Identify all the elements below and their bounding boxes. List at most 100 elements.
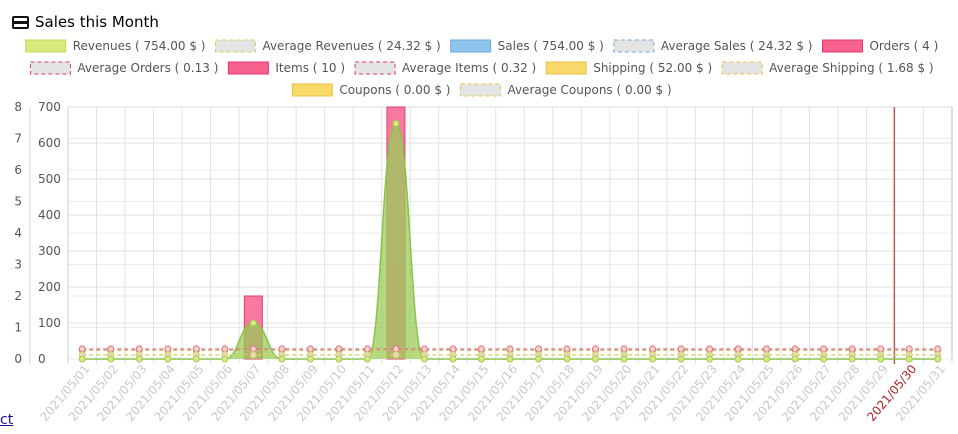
- y-right-tick-label: 200: [38, 280, 61, 294]
- revenue-point: [706, 355, 714, 363]
- y-axis-left: 0 1 2 3 4 5 6 7 8: [14, 100, 22, 366]
- legend-swatch: [29, 61, 71, 75]
- legend-item[interactable]: Average Shipping ( 1.68 $ ): [721, 61, 934, 75]
- footer-link[interactable]: ct: [0, 412, 14, 428]
- average-point: [535, 345, 543, 353]
- average-point: [506, 345, 514, 353]
- revenue-point: [306, 355, 314, 363]
- legend-swatch: [545, 61, 587, 75]
- legend-swatch: [821, 39, 863, 53]
- revenue-point: [78, 355, 86, 363]
- legend-swatch: [214, 39, 256, 53]
- y-left-tick-label: 2: [14, 289, 22, 303]
- revenue-point: [905, 355, 913, 363]
- legend-swatch: [459, 83, 501, 97]
- y-right-tick-label: 400: [38, 208, 61, 222]
- grid: [67, 106, 953, 364]
- average-point: [649, 345, 657, 353]
- revenue-point: [392, 120, 400, 128]
- legend-swatch: [354, 61, 396, 75]
- average-point: [278, 345, 286, 353]
- revenue-point: [135, 355, 143, 363]
- legend-label: Average Revenues ( 24.32 $ ): [262, 39, 440, 53]
- y-left-tick-label: 5: [14, 195, 22, 209]
- legend-swatch: [25, 39, 67, 53]
- legend-label: Coupons ( 0.00 $ ): [339, 83, 450, 97]
- legend-item[interactable]: Average Revenues ( 24.32 $ ): [214, 39, 441, 53]
- average-point: [677, 345, 685, 353]
- revenue-point: [335, 355, 343, 363]
- y-left-tick-label: 3: [14, 258, 22, 272]
- average-point: [78, 345, 86, 353]
- average-point: [763, 345, 771, 353]
- legend-label: Sales ( 754.00 $ ): [498, 39, 604, 53]
- legend-item[interactable]: Orders ( 4 ): [821, 39, 938, 53]
- y-right-tick-label: 300: [38, 244, 61, 258]
- legend-item[interactable]: Average Coupons ( 0.00 $ ): [459, 83, 672, 97]
- average-point: [905, 345, 913, 353]
- average-point: [164, 345, 172, 353]
- revenue-point: [535, 355, 543, 363]
- y-right-tick-label: 100: [38, 316, 61, 330]
- average-point: [306, 345, 314, 353]
- revenue-points: [78, 120, 942, 363]
- revenue-point: [620, 355, 628, 363]
- average-point: [420, 345, 428, 353]
- average-point: [820, 345, 828, 353]
- y-right-tick-label: 500: [38, 172, 61, 186]
- y-left-tick-label: 8: [14, 100, 22, 114]
- y-left-tick-label: 1: [14, 321, 22, 335]
- average-lines: [78, 345, 942, 359]
- legend-item[interactable]: Sales ( 754.00 $ ): [450, 39, 604, 53]
- revenue-point: [734, 355, 742, 363]
- average-point: [392, 351, 400, 359]
- legend-swatch: [291, 83, 333, 97]
- average-point: [449, 345, 457, 353]
- y-left-tick-label: 7: [14, 132, 22, 146]
- average-point: [335, 345, 343, 353]
- legend-item[interactable]: Average Items ( 0.32 ): [354, 61, 536, 75]
- legend-swatch: [721, 61, 763, 75]
- legend-item[interactable]: Shipping ( 52.00 $ ): [545, 61, 712, 75]
- average-point: [734, 345, 742, 353]
- revenue-point: [420, 355, 428, 363]
- revenue-point: [934, 355, 942, 363]
- legend-swatch: [613, 39, 655, 53]
- average-point: [221, 345, 229, 353]
- revenue-point: [449, 355, 457, 363]
- legend-label: Orders ( 4 ): [869, 39, 938, 53]
- legend-item[interactable]: Revenues ( 754.00 $ ): [25, 39, 206, 53]
- average-point: [249, 345, 257, 353]
- legend-swatch: [450, 39, 492, 53]
- y-right-tick-label: 0: [38, 352, 46, 366]
- average-point: [791, 345, 799, 353]
- revenue-point: [363, 355, 371, 363]
- average-point: [135, 345, 143, 353]
- revenue-point: [563, 355, 571, 363]
- revenue-point: [278, 355, 286, 363]
- revenue-point: [164, 355, 172, 363]
- revenue-point: [677, 355, 685, 363]
- legend-swatch: [227, 61, 269, 75]
- revenue-point: [221, 355, 229, 363]
- y-left-tick-label: 4: [14, 226, 22, 240]
- legend-item[interactable]: Coupons ( 0.00 $ ): [291, 83, 450, 97]
- revenue-point: [249, 319, 257, 327]
- revenue-point: [820, 355, 828, 363]
- average-point: [934, 345, 942, 353]
- legend-item[interactable]: Average Orders ( 0.13 ): [29, 61, 218, 75]
- average-point: [620, 345, 628, 353]
- average-point: [848, 345, 856, 353]
- revenue-point: [506, 355, 514, 363]
- average-point: [107, 345, 115, 353]
- legend-item[interactable]: Average Sales ( 24.32 $ ): [613, 39, 813, 53]
- credit-card-icon: [12, 15, 29, 29]
- y-right-tick-label: 600: [38, 136, 61, 150]
- y-right-tick-label: 700: [38, 100, 61, 114]
- average-point: [592, 345, 600, 353]
- revenue-point: [592, 355, 600, 363]
- legend-item[interactable]: Items ( 10 ): [227, 61, 345, 75]
- revenue-point: [192, 355, 200, 363]
- average-point: [563, 345, 571, 353]
